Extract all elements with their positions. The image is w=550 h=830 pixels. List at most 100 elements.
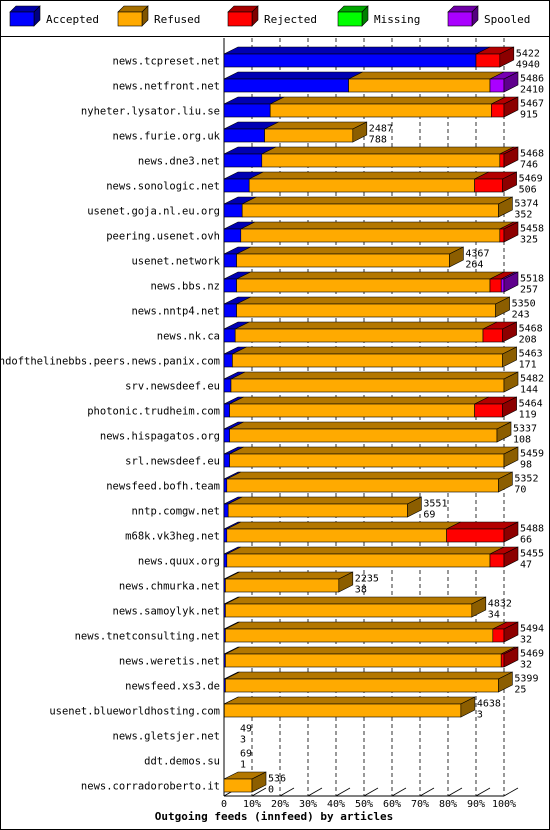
bar-segment-accepted — [223, 503, 229, 518]
offered-count: 4638 — [477, 699, 501, 710]
bar-segment-accepted — [223, 403, 230, 418]
bar-side — [502, 346, 517, 368]
host-label: photonic.trudheim.com — [87, 406, 220, 418]
bar-segment-rejected — [474, 178, 503, 193]
legend-swatch — [227, 11, 253, 27]
bar-side — [503, 146, 519, 168]
x-tick-label: 60% — [383, 799, 401, 810]
bar-segment-accepted — [223, 478, 228, 493]
host-label: news.chmurka.net — [119, 581, 220, 593]
bar-top-refused — [236, 271, 505, 280]
bar-rows: news.tcpreset.net54224940news.netfront.n… — [0, 46, 544, 796]
legend-label: Rejected — [264, 13, 317, 26]
bar-segment-accepted — [223, 253, 237, 268]
bar-side — [503, 621, 519, 643]
bar-segment-refused — [348, 78, 491, 93]
bar-side — [251, 771, 267, 793]
legend: Accepted Refused Rejected Missing Spooled — [9, 5, 530, 27]
bar-segment-accepted — [223, 128, 265, 143]
legend-item-accepted: Accepted — [9, 5, 99, 27]
accepted-count: 25 — [514, 685, 526, 696]
offered-count: 4832 — [488, 599, 512, 610]
bar-top-refused — [236, 296, 510, 305]
bar-segment-accepted — [223, 453, 230, 468]
host-label: endofthelinebbs.peers.news.panix.com — [0, 356, 220, 368]
bar-side — [503, 271, 519, 293]
bar-top-refused — [249, 171, 489, 180]
bar-segment-refused — [225, 678, 499, 693]
bar-side — [503, 96, 519, 118]
bar-segment-rejected — [499, 228, 505, 243]
legend-item-missing: Missing — [337, 5, 420, 27]
host-label: nntp.comgw.net — [131, 506, 220, 518]
gridline-depth — [503, 787, 519, 797]
gridline-depth — [419, 787, 435, 797]
offered-count: 5486 — [520, 74, 544, 85]
bar-side — [503, 646, 519, 668]
bar-segment-refused — [248, 178, 475, 193]
accepted-count: 1 — [240, 760, 246, 771]
bar-side — [407, 496, 422, 518]
offered-count: 5468 — [519, 324, 543, 335]
bar-segment-refused — [223, 778, 253, 793]
accepted-count: 506 — [519, 185, 537, 196]
host-label: news.tcpreset.net — [113, 56, 220, 68]
accepted-count: 119 — [519, 410, 537, 421]
host-label: news.furie.org.uk — [113, 131, 221, 143]
offered-count: 5468 — [520, 149, 544, 160]
bar-segment-accepted — [223, 53, 477, 68]
bar-side — [502, 171, 517, 193]
offered-count: 4367 — [465, 249, 489, 260]
gridline-depth — [391, 787, 407, 797]
gridline-depth — [363, 787, 379, 797]
bar-segment-refused — [264, 128, 354, 143]
bar-segment-refused — [261, 153, 501, 168]
offered-count: 49 — [240, 724, 252, 735]
gridline-depth — [307, 787, 323, 797]
bar-segment-accepted — [223, 528, 228, 543]
bar-segment-rejected — [482, 328, 503, 343]
bar-top-refused — [229, 446, 519, 455]
host-label: srv.newsdeef.eu — [125, 381, 220, 393]
bar-top-refused — [226, 546, 505, 555]
bar-segment-refused — [226, 478, 499, 493]
host-label: news.nk.ca — [157, 331, 220, 343]
bar-segment-rejected — [500, 653, 505, 668]
host-label: usenet.network — [131, 256, 220, 268]
offered-count: 5455 — [520, 549, 544, 560]
bar-side — [503, 446, 519, 468]
bar-segment-refused — [227, 503, 408, 518]
legend-item-rejected: Rejected — [227, 5, 317, 27]
bar-side — [495, 296, 510, 318]
bar-segment-refused — [225, 603, 473, 618]
bar-top-refused — [229, 421, 512, 430]
bar-top-refused — [230, 371, 519, 380]
host-label: news.nntp4.net — [131, 306, 220, 318]
offered-count: 5459 — [520, 449, 544, 460]
bar-segment-accepted — [223, 278, 237, 293]
accepted-count: 34 — [488, 610, 500, 621]
bar-segment-rejected — [474, 403, 503, 418]
host-row: news.gletsjer.net 493 — [113, 724, 253, 746]
accepted-count: 32 — [520, 635, 532, 646]
offered-count: 5350 — [512, 299, 536, 310]
host-label: news.dne3.net — [138, 156, 220, 168]
bar-segment-accepted — [223, 428, 230, 443]
bar-top-refused — [225, 596, 486, 605]
accepted-count: 47 — [520, 560, 532, 571]
bar-segment-accepted — [223, 378, 232, 393]
gridline-depth — [251, 787, 267, 797]
host-label: srl.newsdeef.eu — [125, 456, 220, 468]
x-tick-label: 30% — [299, 799, 317, 810]
bar-segment-refused — [234, 328, 484, 343]
accepted-count: 264 — [465, 260, 483, 271]
offered-count: 5422 — [516, 49, 540, 60]
bar-top-refused — [242, 196, 513, 205]
